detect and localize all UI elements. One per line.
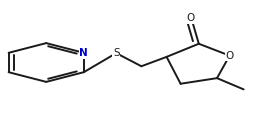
Text: O: O (225, 51, 234, 61)
Text: S: S (113, 48, 120, 58)
Text: N: N (80, 48, 88, 58)
Text: O: O (186, 13, 195, 23)
